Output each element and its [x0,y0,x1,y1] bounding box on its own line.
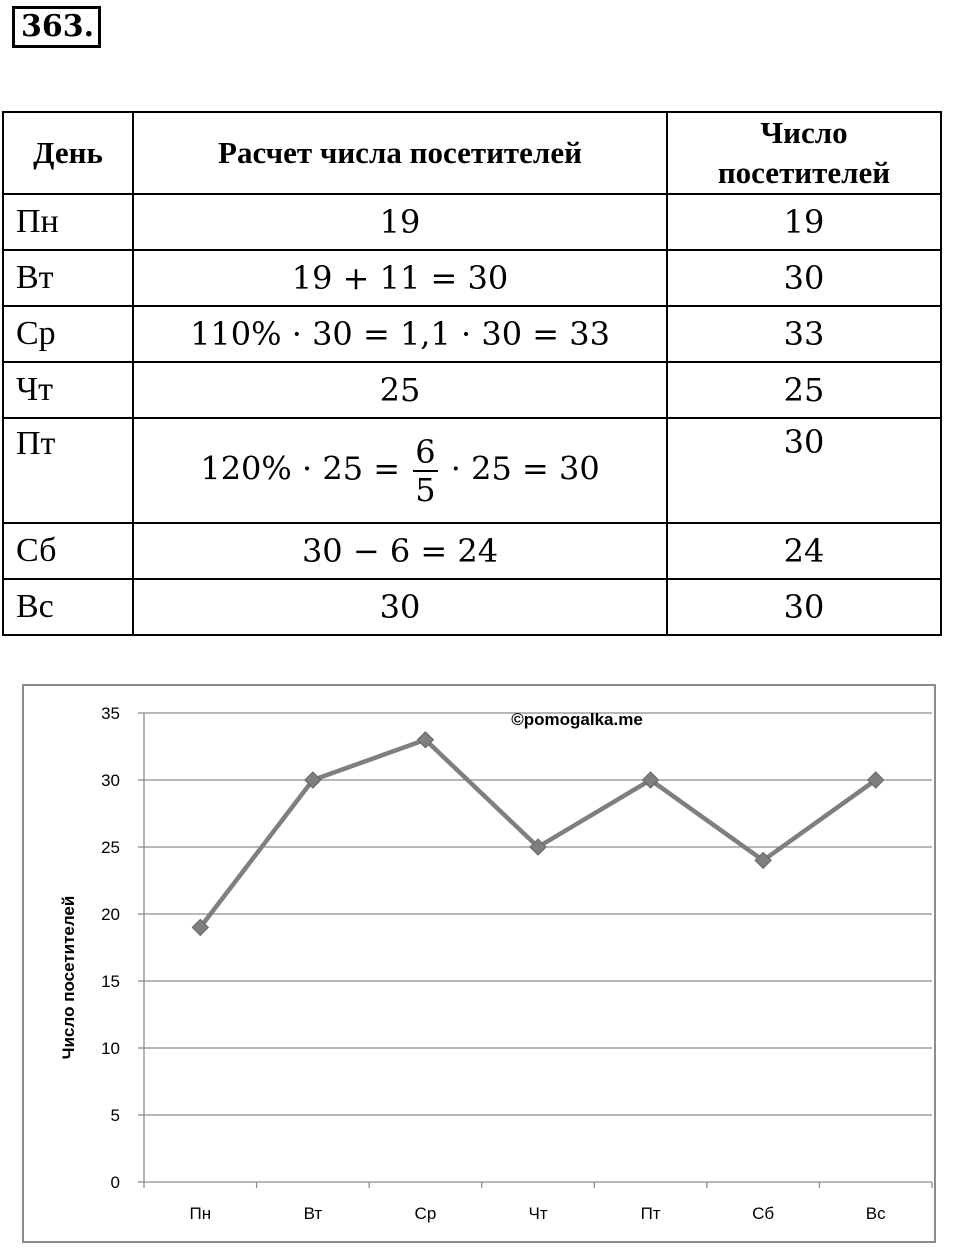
day-cell: Вт [2,249,134,307]
x-tick-label: Сб [752,1204,774,1223]
x-tick-label: Ср [415,1204,437,1223]
count-cell: 25 [666,361,942,419]
header-day: День [2,111,134,195]
axes [138,712,933,1188]
count-cell: 24 [666,522,942,580]
series-line [198,737,878,929]
table-header-row: День Расчет числа посетителей Число посе… [2,111,942,195]
table-row: Вс 30 30 [2,578,942,636]
y-tick-labels: 0 5 10 15 20 25 30 35 [101,704,120,1192]
header-count: Число посетителей [666,111,942,195]
calc-cell: 19 + 11 = 30 [132,249,668,307]
table-row: Чт 25 25 [2,361,942,419]
x-tick-label: Чт [528,1204,547,1223]
gridlines [144,712,932,1116]
task-number: 363. [12,6,102,48]
watermark-text: ©pomogalka.me [511,710,643,729]
fraction-denominator: 5 [415,470,436,509]
data-point-marker [529,838,547,856]
day-cell: Вс [2,578,134,636]
calc-cell: 19 [132,193,668,251]
y-tick-label: 15 [101,972,120,991]
y-tick-label: 30 [101,771,120,790]
calc-before-fraction: 120% · 25 = [200,449,401,487]
line-chart: 0 5 10 15 20 25 30 35 Пн Вт Ср Чт Пт Сб Вс Число посе… [59,704,933,1223]
header-count-line2: посетителей [717,155,891,190]
calc-cell: 110% · 30 = 1,1 · 30 = 33 [132,305,668,363]
table-row: Вт 19 + 11 = 30 30 [2,249,942,307]
header-calc: Расчет числа посетителей [132,111,668,195]
y-tick-label: 20 [101,905,120,924]
y-tick-label: 35 [101,704,120,723]
count-cell: 30 [666,578,942,636]
fraction-numerator: 6 [413,432,438,472]
count-cell: 33 [666,305,942,363]
calc-cell-fraction: 120% · 25 = 6 5 · 25 = 30 [132,417,668,524]
x-tick-label: Пт [641,1204,661,1223]
day-cell: Пт [2,417,134,524]
y-axis-label: Число посетителей [59,896,78,1060]
chart-frame: 0 5 10 15 20 25 30 35 Пн Вт Ср Чт Пт Сб Вс Число посе… [22,684,936,1243]
data-point-marker [416,731,435,749]
table-row: Сб 30 − 6 = 24 24 [2,522,942,580]
visitors-table: День Расчет числа посетителей Число посе… [2,111,942,636]
day-cell: Ср [2,305,134,363]
data-point-marker [191,918,209,937]
header-count-line1: Число [760,115,848,150]
table-row: Пн 19 19 [2,193,942,251]
day-cell: Чт [2,361,134,419]
fraction: 6 5 [413,432,438,509]
y-tick-label: 5 [111,1106,120,1125]
y-tick-label: 0 [111,1173,120,1192]
data-point-marker [754,851,772,870]
day-cell: Сб [2,522,134,580]
y-tick-label: 10 [101,1039,120,1058]
x-tick-labels: Пн Вт Ср Чт Пт Сб Вс [189,1204,886,1223]
x-tick-label: Вт [304,1204,323,1223]
count-cell: 30 [666,249,942,307]
day-cell: Пн [2,193,134,251]
table-row: Пт 120% · 25 = 6 5 · 25 = 30 30 [2,417,942,524]
calc-cell: 30 − 6 = 24 [132,522,668,580]
series-layer [191,731,885,937]
x-tick-label: Вс [866,1204,886,1223]
data-point-marker [641,771,660,789]
count-cell: 19 [666,193,942,251]
table-row: Ср 110% · 30 = 1,1 · 30 = 33 33 [2,305,942,363]
y-tick-label: 25 [101,838,120,857]
calc-cell: 25 [132,361,668,419]
count-cell: 30 [666,417,942,524]
data-point-marker [867,771,885,789]
calc-after-fraction: · 25 = 30 [450,449,600,487]
calc-cell: 30 [132,578,668,636]
x-tick-label: Пн [189,1204,211,1223]
data-point-marker [304,771,322,789]
